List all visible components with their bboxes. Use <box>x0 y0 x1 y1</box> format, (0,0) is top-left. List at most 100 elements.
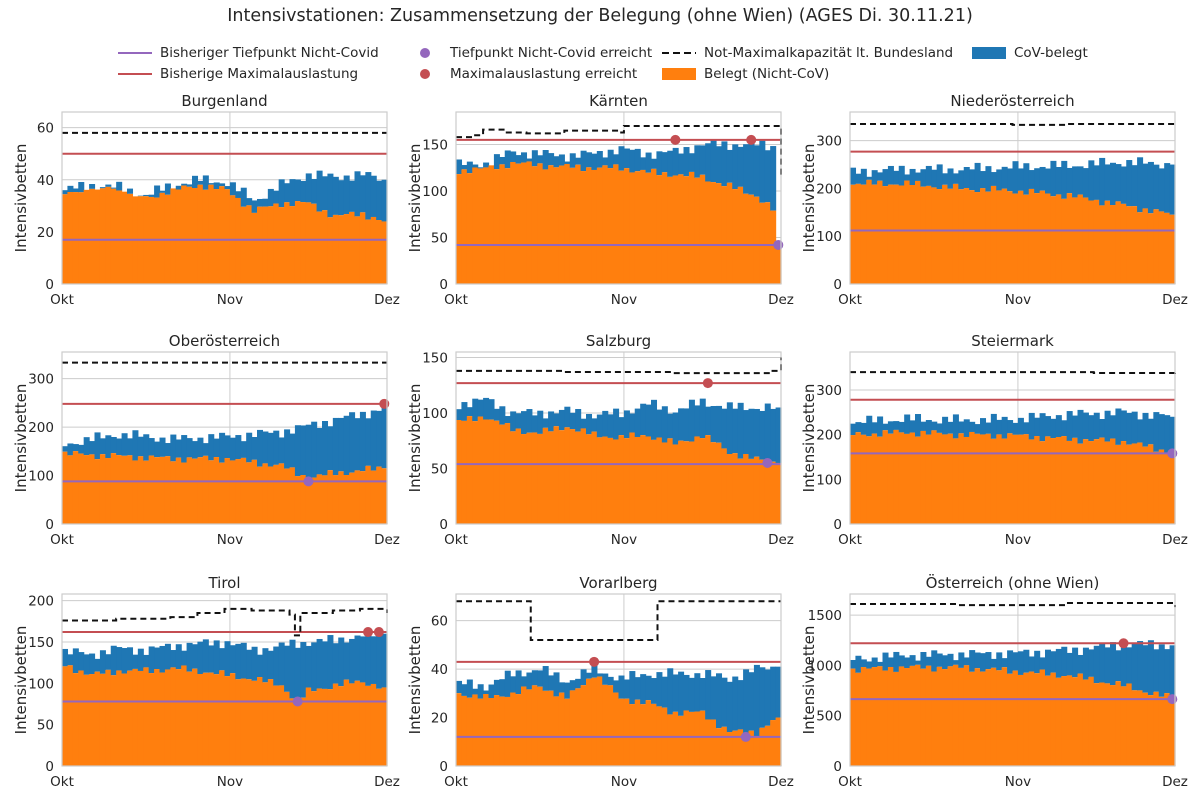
cov-bar <box>974 162 981 193</box>
noncov-bar <box>246 205 253 284</box>
legend-label: Maximalauslastung erreicht <box>450 66 638 82</box>
noncov-bar <box>1061 198 1068 284</box>
noncov-bar <box>887 433 894 524</box>
cov-bar <box>504 150 511 169</box>
noncov-bar <box>1066 440 1073 524</box>
cov-bar <box>1137 641 1144 691</box>
noncov-bar <box>94 671 101 766</box>
noncov-bar <box>284 468 291 524</box>
noncov-bar <box>289 467 296 524</box>
cov-bar <box>996 419 1003 435</box>
y-tick-label: 100 <box>28 469 54 485</box>
noncov-bar <box>947 188 954 284</box>
cov-bar <box>667 150 674 177</box>
cov-bar <box>963 419 970 437</box>
cov-bar <box>855 173 862 184</box>
noncov-bar <box>877 436 884 524</box>
cov-bar <box>952 414 959 439</box>
cov-bar <box>1061 160 1068 199</box>
x-tick-label: Okt <box>838 532 862 548</box>
noncov-bar <box>110 188 117 284</box>
noncov-bar <box>1045 436 1052 524</box>
cov-bar <box>365 418 372 466</box>
cov-bar <box>1039 166 1046 191</box>
cov-bar <box>311 642 318 692</box>
x-tick-label: Okt <box>444 292 468 308</box>
cov-bar <box>721 677 728 727</box>
cov-bar <box>710 406 717 443</box>
noncov-bar <box>488 165 495 284</box>
cov-bar <box>942 655 949 670</box>
cov-bar <box>915 414 922 437</box>
cov-bar <box>294 647 301 700</box>
noncov-bar <box>942 434 949 524</box>
noncov-bar <box>105 458 112 524</box>
y-axis-label: Intensivbetten <box>800 144 818 253</box>
noncov-bar <box>672 711 679 766</box>
cov-bar <box>743 410 750 454</box>
cov-bar <box>235 643 242 680</box>
cov-bar <box>359 636 366 683</box>
noncov-bar <box>466 173 473 284</box>
noncov-bar <box>305 480 312 524</box>
cov-bar <box>564 161 571 164</box>
noncov-bar <box>477 416 484 524</box>
noncov-bar <box>273 685 280 766</box>
noncov-bar <box>515 428 522 524</box>
x-tick-label: Dez <box>1162 292 1188 308</box>
noncov-bar <box>1001 438 1008 524</box>
noncov-bar <box>877 180 884 284</box>
noncov-bar <box>564 163 571 284</box>
cov-bar <box>1115 650 1122 682</box>
cov-bar <box>1050 418 1057 439</box>
cov-bar <box>1131 411 1138 444</box>
noncov-bar <box>284 202 291 284</box>
y-tick-label: 0 <box>45 759 54 775</box>
noncov-bar <box>186 186 193 284</box>
cov-bar <box>246 432 253 463</box>
noncov-bar <box>775 244 782 284</box>
cov-bar <box>1104 647 1111 684</box>
cov-bar <box>952 173 959 184</box>
noncov-bar <box>1061 676 1068 766</box>
noncov-bar <box>629 704 636 766</box>
noncov-bar <box>89 674 96 766</box>
noncov-bar <box>613 692 620 766</box>
noncov-bar <box>483 167 490 284</box>
cov-bar <box>623 410 630 439</box>
cov-bar <box>898 421 905 433</box>
noncov-bar <box>866 179 873 284</box>
noncov-bar <box>202 672 209 766</box>
noncov-bar <box>62 666 69 766</box>
cov-bar <box>262 198 269 207</box>
noncov-bar <box>748 458 755 524</box>
cov-bar <box>1137 157 1144 213</box>
noncov-bar <box>208 672 215 766</box>
cov-bar <box>483 690 490 695</box>
legend-symbol-patch <box>662 68 696 80</box>
cov-bar <box>499 406 506 425</box>
cov-bar <box>1147 161 1154 214</box>
cov-bar <box>688 677 695 712</box>
noncov-bar <box>1023 194 1030 284</box>
noncov-bar <box>866 436 873 524</box>
cov-bar <box>289 179 296 207</box>
cov-bar <box>294 425 301 477</box>
noncov-bar <box>996 190 1003 284</box>
cov-bar <box>1012 161 1019 194</box>
cov-bar <box>72 444 79 452</box>
noncov-bar <box>510 692 517 766</box>
cov-bar <box>882 423 889 431</box>
legend-symbol-dot <box>408 46 442 60</box>
cov-bar <box>1104 164 1111 201</box>
noncov-bar <box>850 435 857 524</box>
cov-bar <box>850 423 857 436</box>
noncov-bar <box>887 184 894 284</box>
cov-bar <box>278 179 285 208</box>
noncov-bar <box>602 436 609 524</box>
legend-symbol-line <box>118 67 152 81</box>
cov-bar <box>558 409 565 431</box>
x-tick-label: Dez <box>374 532 400 548</box>
noncov-bar <box>488 698 495 766</box>
min-reached-marker <box>762 457 773 468</box>
